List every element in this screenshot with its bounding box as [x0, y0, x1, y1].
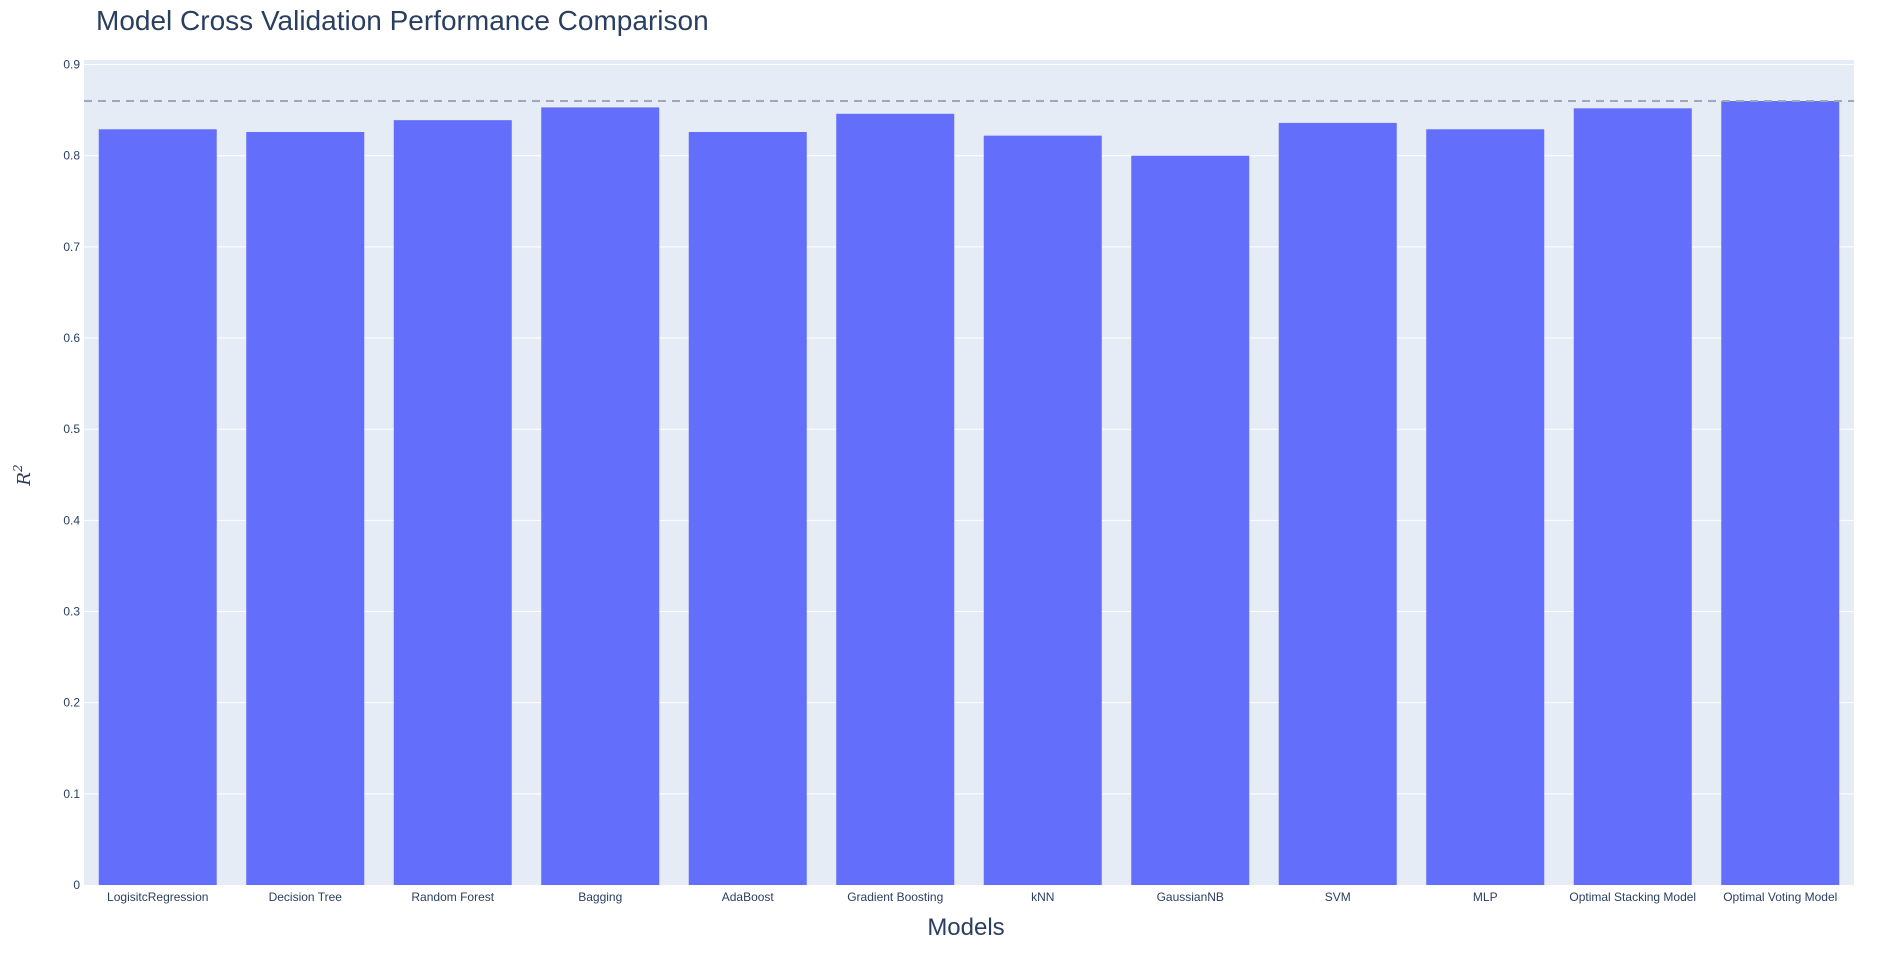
y-tick-label: 0.4: [63, 513, 80, 527]
x-tick-label: Bagging: [578, 890, 622, 904]
x-tick-label: SVM: [1325, 890, 1351, 904]
bar-decision-tree: [246, 132, 365, 885]
y-tick-label: 0.6: [63, 331, 80, 345]
chart-title: Model Cross Validation Performance Compa…: [96, 5, 709, 36]
x-tick-label: Optimal Voting Model: [1723, 890, 1837, 904]
x-tick-label: Random Forest: [411, 890, 494, 904]
bar-mlp: [1426, 129, 1545, 886]
plot-area: [84, 60, 1854, 885]
gridlines: [84, 64, 1854, 795]
y-tick-label: 0.2: [63, 696, 80, 710]
bars: [98, 101, 1840, 886]
x-tick-label: LogisitcRegression: [107, 890, 208, 904]
bar-random-forest: [393, 120, 512, 885]
x-axis-label: Models: [927, 914, 1004, 941]
x-tick-label: GaussianNB: [1157, 890, 1224, 904]
x-tick-label: MLP: [1473, 890, 1498, 904]
x-tick-label: AdaBoost: [722, 890, 775, 904]
bar-gaussiannb: [1131, 155, 1250, 885]
x-tick-label: kNN: [1031, 890, 1054, 904]
x-tick-label: Optimal Stacking Model: [1569, 890, 1696, 904]
y-tick-label: 0.3: [63, 605, 80, 619]
y-tick-label: 0.9: [63, 58, 80, 72]
y-axis-label-base: R: [14, 472, 35, 487]
bar-logisitcregression: [98, 129, 217, 886]
y-axis-label-superscript: 2: [11, 464, 25, 473]
bar-optimal-voting-model: [1721, 101, 1840, 886]
bar-bagging: [541, 107, 660, 885]
bar-adaboost: [688, 132, 807, 885]
y-tick-label: 0.8: [63, 149, 80, 163]
x-tick-label: Decision Tree: [269, 890, 343, 904]
bar-svm: [1278, 122, 1397, 885]
bar-optimal-stacking-model: [1573, 108, 1692, 885]
bar-knn: [983, 135, 1102, 886]
bar-gradient-boosting: [836, 113, 955, 885]
y-tick-label: 0.5: [63, 422, 80, 436]
y-axis-label: R2: [11, 464, 35, 486]
y-tick-label: 0: [73, 878, 80, 892]
y-tick-labels: 0 0.1 0.2 0.3 0.4 0.5 0.6 0.7 0.8 0.9: [63, 58, 80, 892]
y-tick-label: 0.7: [63, 240, 80, 254]
y-tick-label: 0.1: [63, 787, 80, 801]
x-tick-label: Gradient Boosting: [847, 890, 943, 904]
x-tick-labels: LogisitcRegression Decision Tree Random Fo…: [107, 890, 1837, 904]
